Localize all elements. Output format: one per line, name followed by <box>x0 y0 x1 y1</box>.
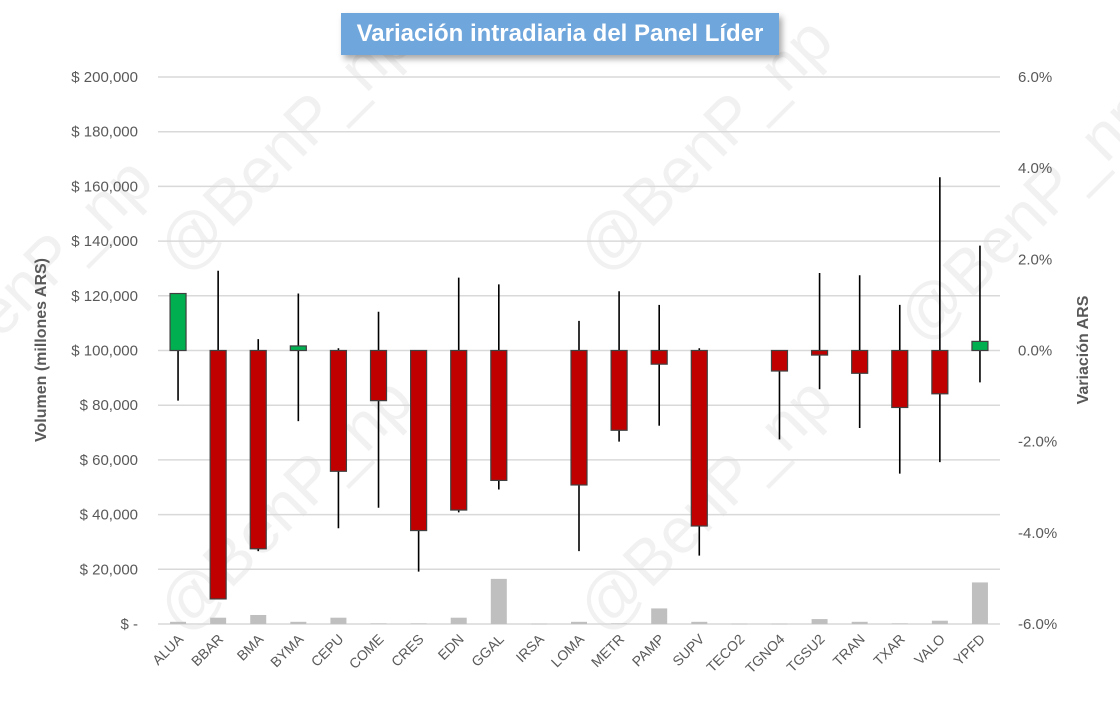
category-label: YPFD <box>950 631 988 669</box>
candle-body <box>650 349 668 365</box>
volume-bar <box>170 621 187 624</box>
category-label: TXAR <box>870 631 908 669</box>
candle-body <box>690 349 708 527</box>
left-tick-label: $ 200,000 <box>71 69 138 86</box>
left-tick-label: $ 60,000 <box>80 452 138 469</box>
category-label: EDN <box>435 631 467 663</box>
left-axis-title: Volumen (millones ARS) <box>33 258 50 442</box>
candle-body <box>971 340 989 352</box>
candle-body <box>289 345 307 352</box>
category-label: TGSU2 <box>783 631 827 675</box>
volume-bar <box>210 617 227 624</box>
left-tick-label: $ 100,000 <box>71 343 138 360</box>
right-tick-label: 2.0% <box>1018 251 1052 268</box>
candle-body <box>369 349 388 402</box>
volume-bar <box>410 623 427 624</box>
volume-bar <box>731 623 748 625</box>
volume-bar <box>651 608 668 624</box>
volume-bar <box>290 621 307 624</box>
candle-body <box>209 349 227 600</box>
category-label: COME <box>346 631 387 672</box>
candle-body <box>570 349 588 486</box>
category-label: TGNO4 <box>742 631 788 677</box>
right-tick-label: 4.0% <box>1018 160 1052 177</box>
left-tick-label: $ - <box>120 616 138 633</box>
candle-body <box>490 349 508 482</box>
candle-body <box>610 349 628 431</box>
volume-bar <box>330 617 347 624</box>
volume-bar <box>851 621 868 624</box>
candle-body <box>891 349 909 409</box>
volume-bar <box>250 614 267 624</box>
volume-bar <box>691 621 708 624</box>
left-tick-label: $ 20,000 <box>80 561 138 578</box>
left-tick-label: $ 160,000 <box>71 178 138 195</box>
left-tick-label: $ 120,000 <box>71 288 138 305</box>
category-label: CEPU <box>308 631 347 670</box>
right-tick-label: -2.0% <box>1018 434 1057 451</box>
candle-body <box>770 349 789 372</box>
category-label: IRSA <box>513 630 548 665</box>
volume-bar <box>450 617 467 624</box>
candle-body <box>410 349 428 532</box>
volume-bar <box>530 623 547 625</box>
volume-bar <box>971 582 988 624</box>
candle-body <box>931 349 949 395</box>
volume-bar <box>891 623 908 624</box>
volume-bar <box>611 623 628 624</box>
right-tick-label: 0.0% <box>1018 343 1052 360</box>
right-tick-label: -4.0% <box>1018 525 1057 542</box>
volume-bar <box>490 578 507 624</box>
chart-title: Variación intradiaria del Panel Líder <box>341 13 779 55</box>
right-tick-label: -6.0% <box>1018 616 1057 633</box>
candle-body <box>851 349 869 374</box>
left-tick-label: $ 80,000 <box>80 397 138 414</box>
left-tick-label: $ 180,000 <box>71 124 138 141</box>
category-label: PAMP <box>629 631 668 670</box>
candle-body <box>329 349 348 472</box>
category-label: GGAL <box>468 631 507 670</box>
category-label: TRAN <box>830 631 868 669</box>
category-label: VALO <box>911 631 948 668</box>
volume-bar <box>811 619 828 624</box>
left-tick-label: $ 140,000 <box>71 233 138 250</box>
volume-bar <box>771 623 788 625</box>
category-label: LOMA <box>548 630 588 670</box>
right-tick-label: 6.0% <box>1018 69 1052 86</box>
right-axis-title: Variación ARS <box>1075 295 1092 404</box>
category-label: TECO2 <box>703 631 747 675</box>
candle-body <box>810 349 829 356</box>
volume-bar <box>571 621 587 624</box>
category-label: BYMA <box>267 630 307 670</box>
category-label: CRES <box>388 631 427 670</box>
left-tick-label: $ 40,000 <box>80 507 138 524</box>
candle-body <box>169 292 187 352</box>
volume-bar <box>931 620 948 624</box>
category-label: ALUA <box>149 630 187 668</box>
candle-body <box>249 349 267 550</box>
category-label: BMA <box>234 630 267 663</box>
volume-bar <box>370 623 387 624</box>
candle-body <box>450 349 468 511</box>
category-label: SUPV <box>669 630 708 669</box>
